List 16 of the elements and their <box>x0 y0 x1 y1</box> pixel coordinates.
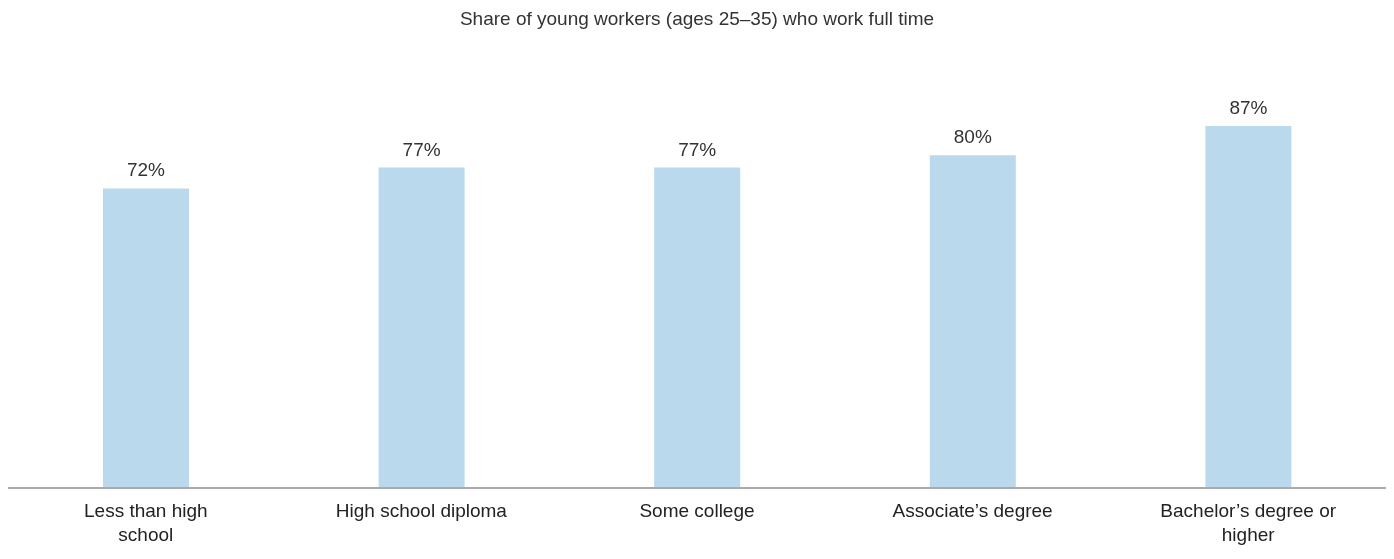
x-tick-label: Associate’s degree <box>892 500 1053 522</box>
data-label: 80% <box>953 126 992 148</box>
x-tick-label: High school diploma <box>335 500 508 522</box>
x-tick-label: Some college <box>639 500 755 522</box>
bar <box>378 167 465 488</box>
chart-title: Share of young workers (ages 25–35) who work full time <box>458 8 936 31</box>
bar <box>1205 126 1292 488</box>
data-label: 87% <box>1229 97 1268 118</box>
bar <box>654 167 741 488</box>
data-label: 77% <box>678 138 717 160</box>
x-tick-label: Bachelor’s degree or higher <box>1160 500 1337 546</box>
x-tick-label: Less than high school <box>84 500 208 546</box>
data-label: 72% <box>126 159 166 181</box>
bar <box>929 155 1016 488</box>
bar <box>103 188 189 488</box>
data-label: 77% <box>402 138 441 160</box>
